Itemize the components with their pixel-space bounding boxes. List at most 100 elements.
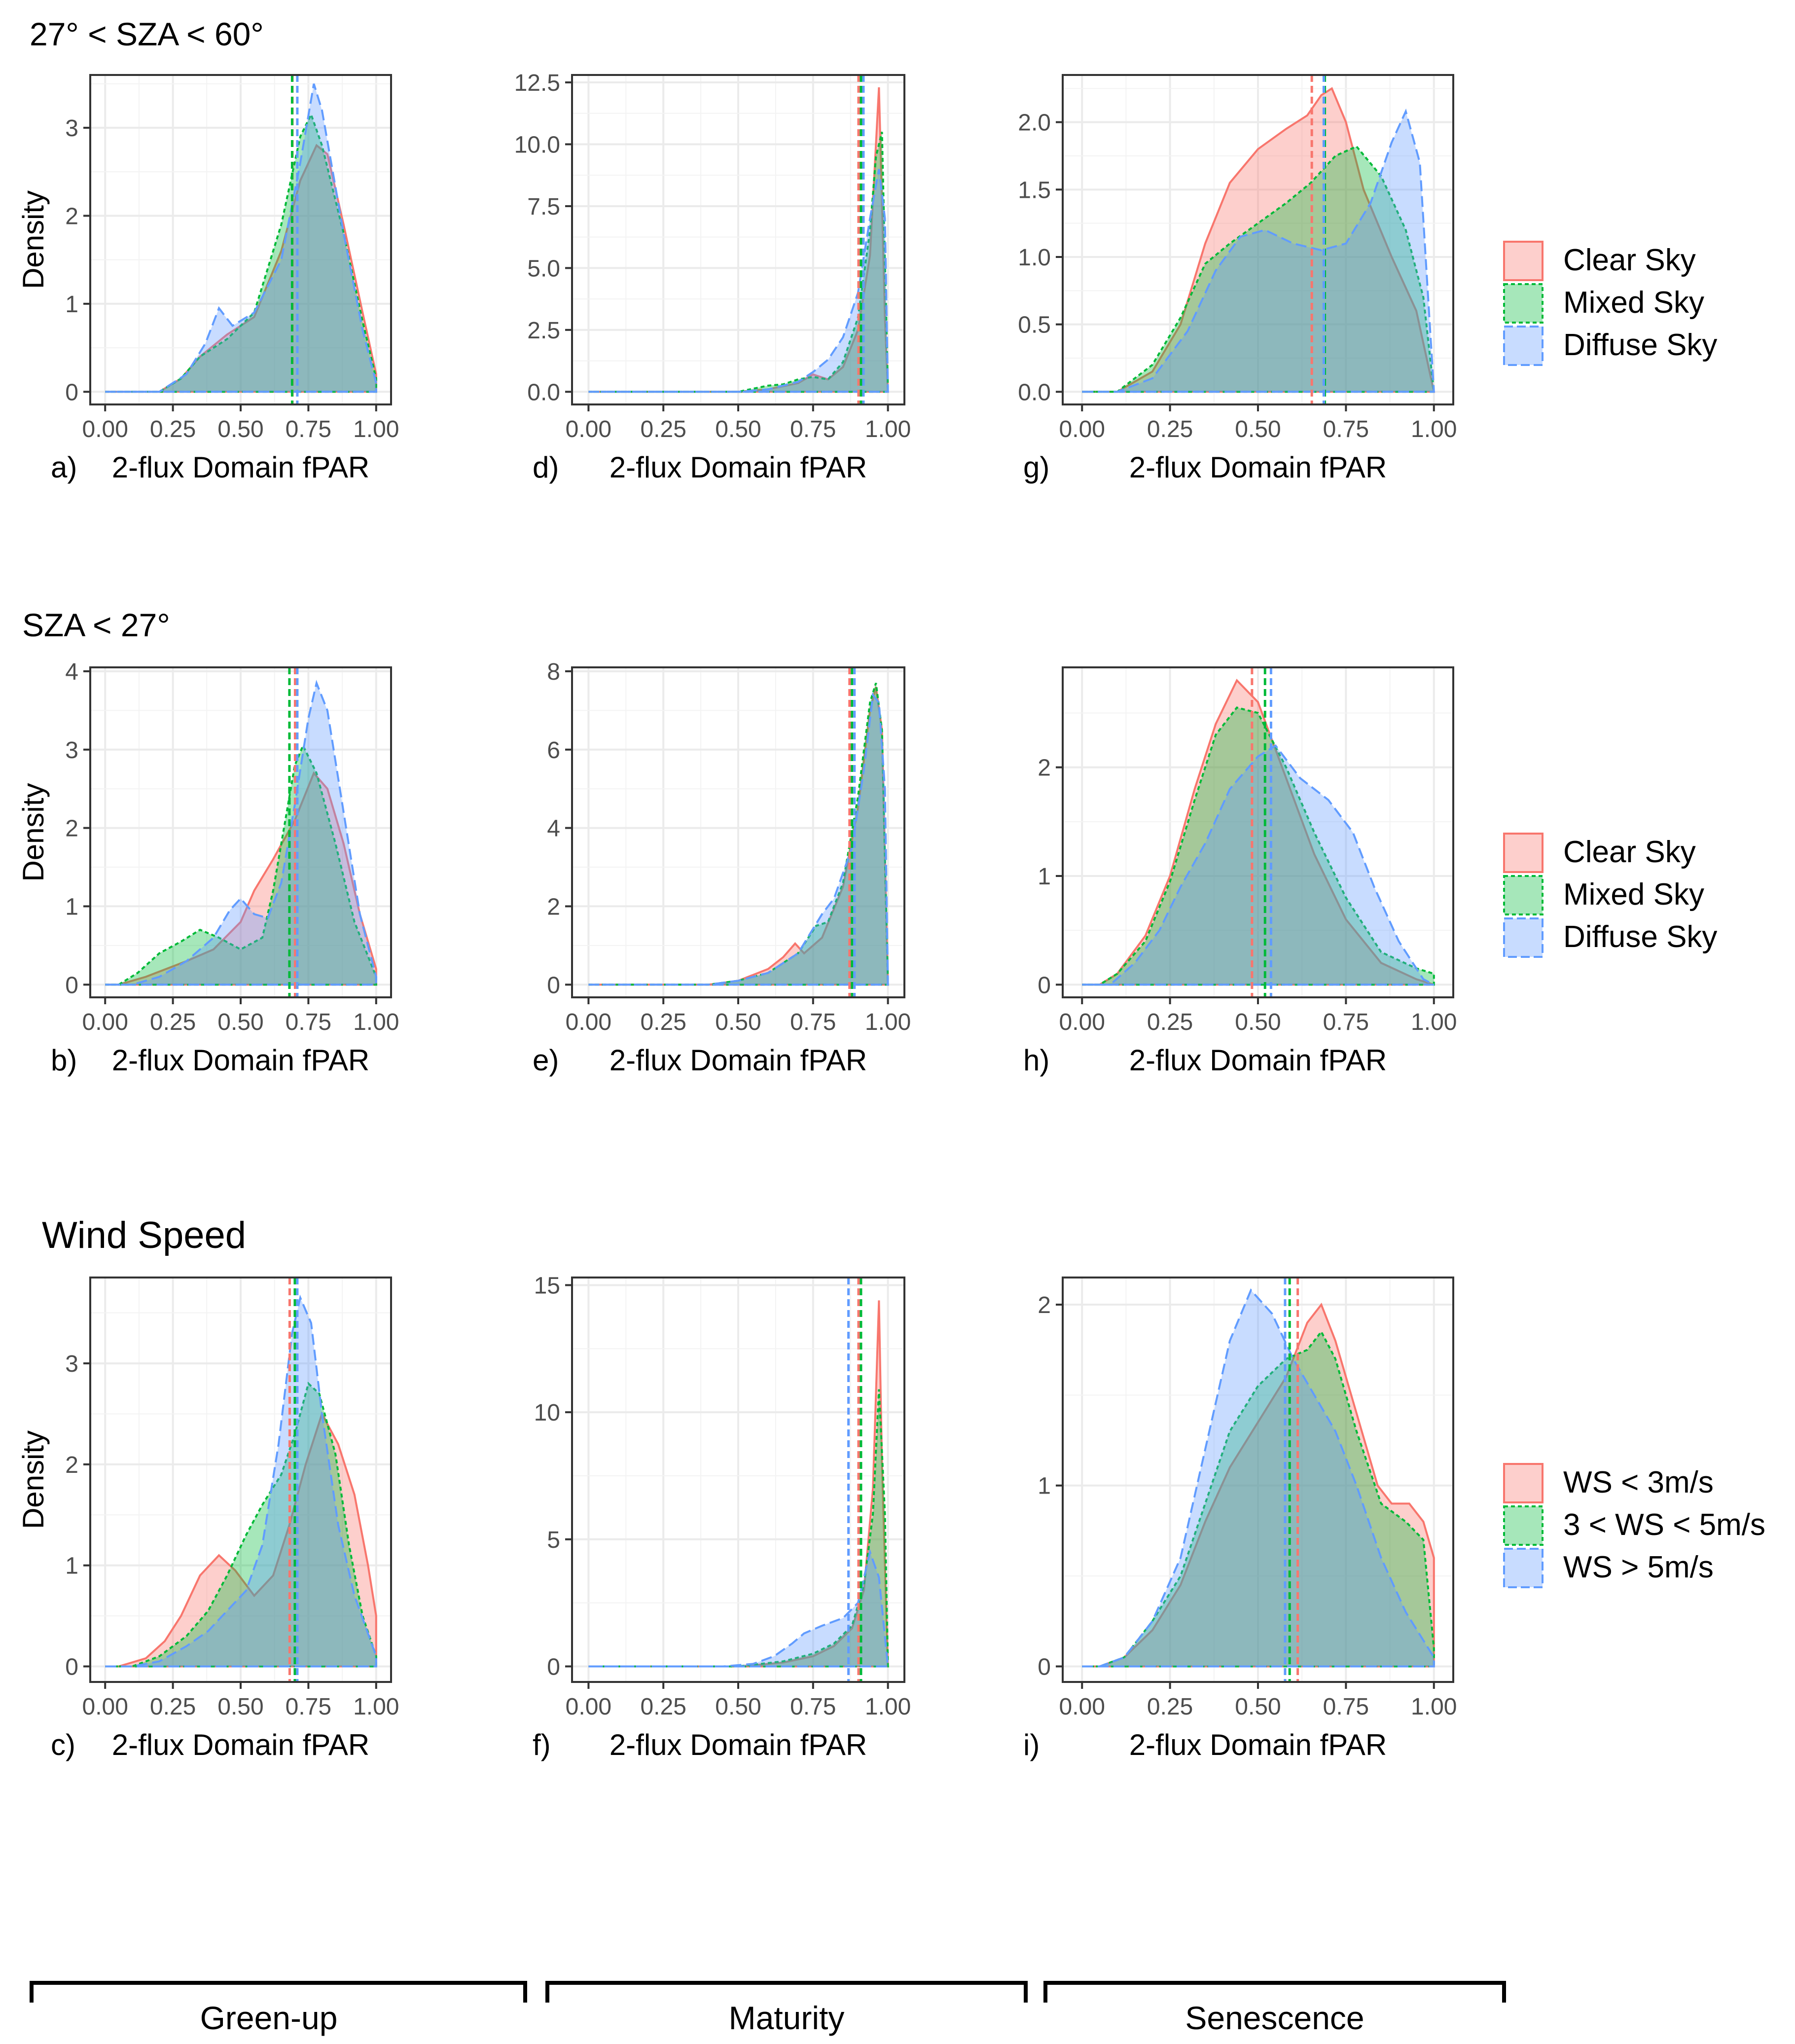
density-clear-sky bbox=[1082, 678, 1435, 986]
panel-letter: i) bbox=[1023, 1728, 1040, 1761]
x-tick-label: 0.00 bbox=[1059, 1009, 1105, 1035]
bracket-maturity bbox=[545, 1981, 1028, 2003]
y-tick-label: 2 bbox=[1038, 1292, 1051, 1318]
density-ws-5m-s bbox=[105, 1294, 377, 1668]
density-clear-sky bbox=[1082, 87, 1436, 393]
x-tick-label: 0.50 bbox=[715, 1009, 761, 1035]
panel-letter: b) bbox=[51, 1044, 77, 1077]
legend-label: Mixed Sky bbox=[1563, 877, 1704, 912]
row-title-1: 27° < SZA < 60° bbox=[30, 16, 264, 52]
y-tick-label: 4 bbox=[65, 659, 78, 685]
y-axis-label: Density bbox=[17, 1430, 50, 1529]
legend-key bbox=[1503, 241, 1544, 281]
panel-letter: h) bbox=[1023, 1044, 1049, 1077]
y-tick-label: 0 bbox=[547, 1654, 560, 1680]
density-ws-5m-s bbox=[588, 1548, 889, 1668]
density-mixed-sky bbox=[1082, 145, 1436, 393]
x-tick-label: 0.50 bbox=[1235, 1009, 1281, 1035]
panel-e: 0.00 0.25 0.50 0.75 1.00 0 2 4 6 8 e) 2-flux Domain… bbox=[533, 659, 911, 1077]
x-tick-label: 1.00 bbox=[353, 416, 399, 442]
x-tick-label: 0.00 bbox=[566, 1694, 611, 1720]
y-tick-label: 0 bbox=[65, 972, 78, 998]
x-tick-label: 0.25 bbox=[640, 416, 686, 442]
x-tick-label: 1.00 bbox=[353, 1694, 399, 1720]
x-axis-label: 2-flux Domain fPAR bbox=[1129, 1044, 1387, 1077]
y-tick-label: 0.0 bbox=[527, 379, 560, 405]
y-tick-label: 15 bbox=[534, 1273, 560, 1299]
x-axis-label: 2-flux Domain fPAR bbox=[112, 1044, 369, 1077]
y-tick-label: 10.0 bbox=[514, 132, 560, 158]
x-tick-label: 0.50 bbox=[1235, 416, 1281, 442]
density-diffuse-sky bbox=[105, 83, 377, 393]
y-tick-label: 2 bbox=[65, 816, 78, 842]
legend-label: Mixed Sky bbox=[1563, 286, 1704, 320]
x-tick-label: 0.00 bbox=[566, 1009, 611, 1035]
y-tick-label: 2 bbox=[547, 894, 560, 920]
density-mixed-sky bbox=[1082, 706, 1435, 986]
column-title-green-up: Green-up bbox=[200, 2000, 338, 2036]
legend-label: WS < 3m/s bbox=[1563, 1465, 1714, 1499]
legend-key bbox=[1503, 875, 1544, 915]
column-title-maturity: Maturity bbox=[729, 2000, 845, 2036]
x-tick-label: 1.00 bbox=[865, 1009, 911, 1035]
x-tick-label: 0.25 bbox=[1147, 1009, 1193, 1035]
x-tick-label: 0.75 bbox=[286, 1694, 331, 1720]
x-tick-label: 0.50 bbox=[217, 1694, 263, 1720]
x-tick-label: 0.75 bbox=[1323, 1694, 1369, 1720]
legend-key bbox=[1503, 1548, 1544, 1588]
y-tick-label: 0 bbox=[65, 1654, 78, 1680]
density-diffuse-sky bbox=[105, 680, 377, 986]
density-ws-3m-s bbox=[105, 1411, 377, 1668]
legend-key bbox=[1503, 283, 1544, 324]
x-tick-label: 0.00 bbox=[1059, 416, 1105, 442]
x-tick-label: 0.75 bbox=[1323, 416, 1369, 442]
x-axis-label: 2-flux Domain fPAR bbox=[1129, 451, 1387, 484]
panel-b: 0.00 0.25 0.50 0.75 1.00 0 1 2 3 4 b) 2-flux Domain… bbox=[17, 659, 399, 1077]
x-tick-label: 0.00 bbox=[82, 416, 128, 442]
legend-3: WS < 3m/s 3 < WS < 5m/s WS > 5m/s bbox=[1503, 1463, 1765, 1588]
y-tick-label: 4 bbox=[547, 816, 560, 842]
x-axis-label: 2-flux Domain fPAR bbox=[112, 1728, 369, 1761]
x-tick-label: 0.25 bbox=[640, 1694, 686, 1720]
density-ws-3m-s bbox=[1082, 1302, 1435, 1668]
gridlines bbox=[1063, 667, 1453, 997]
x-tick-label: 0.75 bbox=[790, 1009, 836, 1035]
legend-key bbox=[1503, 917, 1544, 958]
x-tick-label: 0.00 bbox=[566, 416, 611, 442]
legend-2: Clear Sky Mixed Sky Diffuse Sky bbox=[1503, 833, 1717, 958]
legend-key bbox=[1503, 833, 1544, 873]
y-axis-label: Density bbox=[17, 783, 50, 881]
y-tick-label: 0 bbox=[547, 972, 560, 998]
density-ws-5m-s bbox=[1082, 1288, 1435, 1668]
x-tick-label: 0.75 bbox=[790, 1694, 836, 1720]
legend-label: Diffuse Sky bbox=[1563, 328, 1717, 362]
x-tick-label: 0.25 bbox=[1147, 1694, 1193, 1720]
y-tick-label: 2 bbox=[65, 1452, 78, 1478]
density-mixed-sky bbox=[105, 743, 377, 986]
y-tick-label: 2.0 bbox=[1018, 110, 1051, 136]
gridlines bbox=[572, 1278, 904, 1682]
y-tick-label: 0.0 bbox=[1018, 379, 1051, 405]
y-tick-label: 0 bbox=[65, 379, 78, 405]
panel-i: 0.00 0.25 0.50 0.75 1.00 0 1 2 i) 2-flux Domain f… bbox=[1023, 1277, 1457, 1761]
y-tick-label: 3 bbox=[65, 115, 78, 142]
panel-c: 0.00 0.25 0.50 0.75 1.00 0 1 2 3 c) 2-flux Domain … bbox=[17, 1277, 399, 1761]
density-mixed-sky bbox=[105, 112, 377, 393]
x-tick-label: 0.75 bbox=[286, 416, 331, 442]
x-tick-label: 1.00 bbox=[865, 416, 911, 442]
x-tick-label: 0.25 bbox=[150, 1009, 196, 1035]
y-tick-label: 6 bbox=[547, 737, 560, 764]
density-diffuse-sky bbox=[1082, 744, 1435, 986]
density-clear-sky bbox=[105, 771, 377, 986]
y-tick-label: 3 bbox=[65, 1351, 78, 1377]
x-tick-label: 0.00 bbox=[82, 1694, 128, 1720]
panel-letter: g) bbox=[1023, 451, 1049, 484]
x-tick-label: 0.75 bbox=[790, 416, 836, 442]
y-axis-label: Density bbox=[17, 190, 50, 289]
x-tick-label: 0.75 bbox=[1323, 1009, 1369, 1035]
x-tick-label: 0.50 bbox=[715, 416, 761, 442]
density-mixed-sky bbox=[588, 131, 889, 393]
y-tick-label: 5.0 bbox=[527, 256, 560, 282]
legend-key bbox=[1503, 326, 1544, 366]
